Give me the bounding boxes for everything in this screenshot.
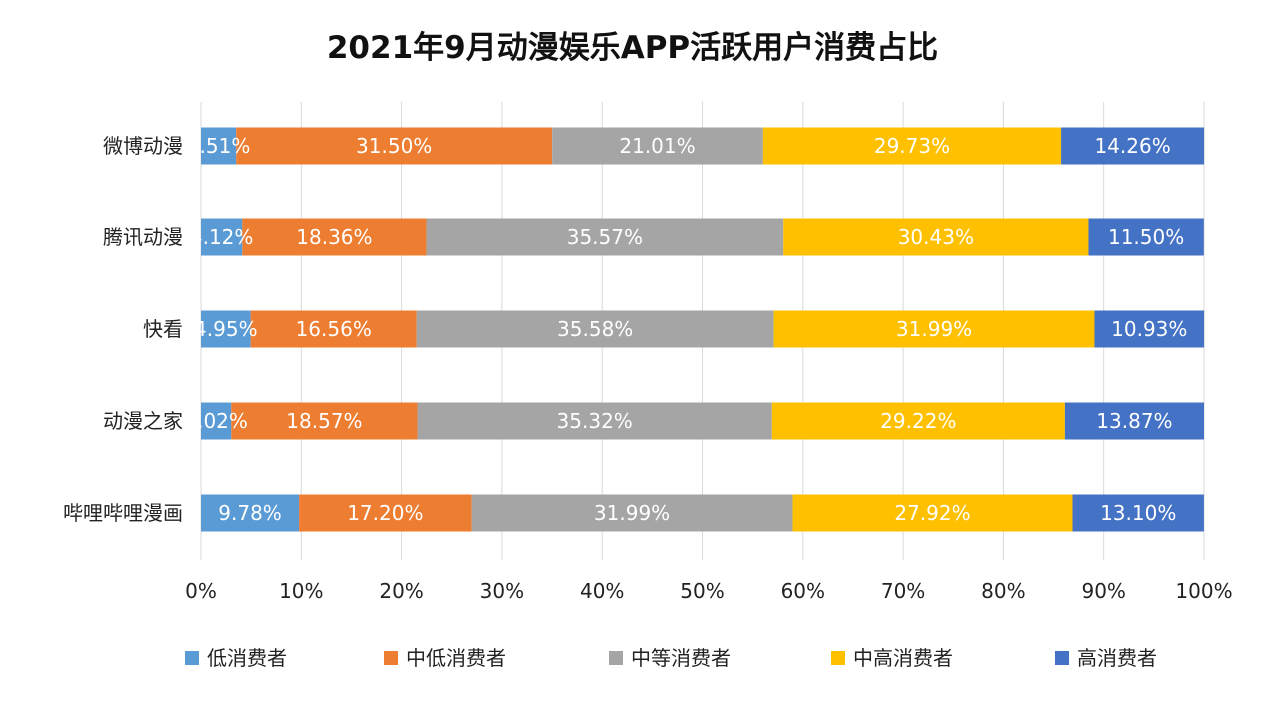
bar-segment	[417, 402, 772, 440]
legend-label: 中低消费者	[406, 646, 506, 670]
data-label: 35.32%	[557, 409, 633, 433]
category-label: 微博动漫	[103, 134, 183, 158]
category-label: 哔哩哔哩漫画	[63, 501, 183, 525]
bar-segment	[1088, 218, 1204, 256]
x-tick-label: 60%	[781, 579, 825, 603]
bar-segment	[242, 218, 427, 256]
data-label: 16.56%	[296, 317, 372, 341]
data-label: 3.02%	[184, 409, 248, 433]
data-label: 18.36%	[296, 225, 372, 249]
bars-layer: 3.51% 31.50% 21.01% 29.73% 14.26% 4.12% 18.36%…	[184, 127, 1205, 532]
x-tick-label: 0%	[185, 579, 217, 603]
bar-segment	[1094, 310, 1205, 348]
legend-swatch	[1055, 651, 1069, 665]
bar-segment	[1064, 402, 1204, 440]
data-label: 29.22%	[880, 409, 956, 433]
bar-segment	[201, 494, 300, 532]
legend-label: 中高消费者	[853, 646, 953, 670]
x-tick-label: 30%	[480, 579, 524, 603]
legend-swatch	[609, 651, 623, 665]
data-label: 10.93%	[1111, 317, 1187, 341]
bar-segment	[201, 310, 251, 348]
bar-segment	[231, 402, 418, 440]
data-label: 14.26%	[1094, 134, 1170, 158]
legend-swatch	[185, 651, 199, 665]
data-label: 30.43%	[898, 225, 974, 249]
x-tick-label: 50%	[680, 579, 724, 603]
data-label: 13.10%	[1100, 501, 1176, 525]
bar-segment	[299, 494, 472, 532]
legend-swatch	[831, 651, 845, 665]
bar-segment	[236, 127, 553, 165]
data-label: 31.99%	[896, 317, 972, 341]
bar-segment	[783, 218, 1089, 256]
x-tick-label: 40%	[580, 579, 624, 603]
bar-segment	[201, 127, 237, 165]
legend-swatch	[384, 651, 398, 665]
data-label: 35.58%	[557, 317, 633, 341]
data-label: 11.50%	[1108, 225, 1184, 249]
data-label: 31.50%	[356, 134, 432, 158]
data-label: 35.57%	[567, 225, 643, 249]
x-tick-label: 10%	[279, 579, 323, 603]
bar-segment	[250, 310, 417, 348]
data-label: 4.12%	[190, 225, 254, 249]
data-label: 31.99%	[594, 501, 670, 525]
bar-segment	[426, 218, 784, 256]
data-label: 3.51%	[187, 134, 251, 158]
data-label: 29.73%	[874, 134, 950, 158]
bar-segment	[762, 127, 1062, 165]
chart-title: 2021年9月动漫娱乐APP活跃用户消费占比	[326, 30, 939, 66]
bar-segment	[416, 310, 774, 348]
bar-segment	[471, 494, 793, 532]
category-label: 腾讯动漫	[103, 225, 183, 249]
data-label: 13.87%	[1096, 409, 1172, 433]
legend: 低消费者 中低消费者 中等消费者 中高消费者 高消费者	[185, 646, 1157, 670]
x-tick-label: 90%	[1081, 579, 1125, 603]
data-label: 17.20%	[347, 501, 423, 525]
x-tick-label: 80%	[981, 579, 1025, 603]
bar-segment	[201, 218, 243, 256]
value-axis: 0% 10% 20% 30% 40% 50% 60% 70% 80% 90% 100%	[185, 579, 1232, 603]
legend-label: 低消费者	[207, 646, 287, 670]
legend-label: 中等消费者	[631, 646, 731, 670]
x-tick-label: 70%	[881, 579, 925, 603]
bar-segment	[552, 127, 763, 165]
category-label: 动漫之家	[103, 409, 183, 433]
bar-segment	[1072, 494, 1204, 532]
data-label: 27.92%	[894, 501, 970, 525]
data-label: 18.57%	[286, 409, 362, 433]
data-label: 9.78%	[218, 501, 282, 525]
bar-segment	[771, 402, 1065, 440]
x-tick-label: 100%	[1175, 579, 1232, 603]
data-label: 21.01%	[619, 134, 695, 158]
legend-label: 高消费者	[1077, 646, 1157, 670]
bar-segment	[201, 402, 232, 440]
category-label: 快看	[143, 317, 183, 341]
bar-segment	[792, 494, 1073, 532]
x-tick-label: 20%	[379, 579, 423, 603]
data-label: 4.95%	[194, 317, 258, 341]
bar-segment	[1061, 127, 1205, 165]
bar-segment	[773, 310, 1095, 348]
